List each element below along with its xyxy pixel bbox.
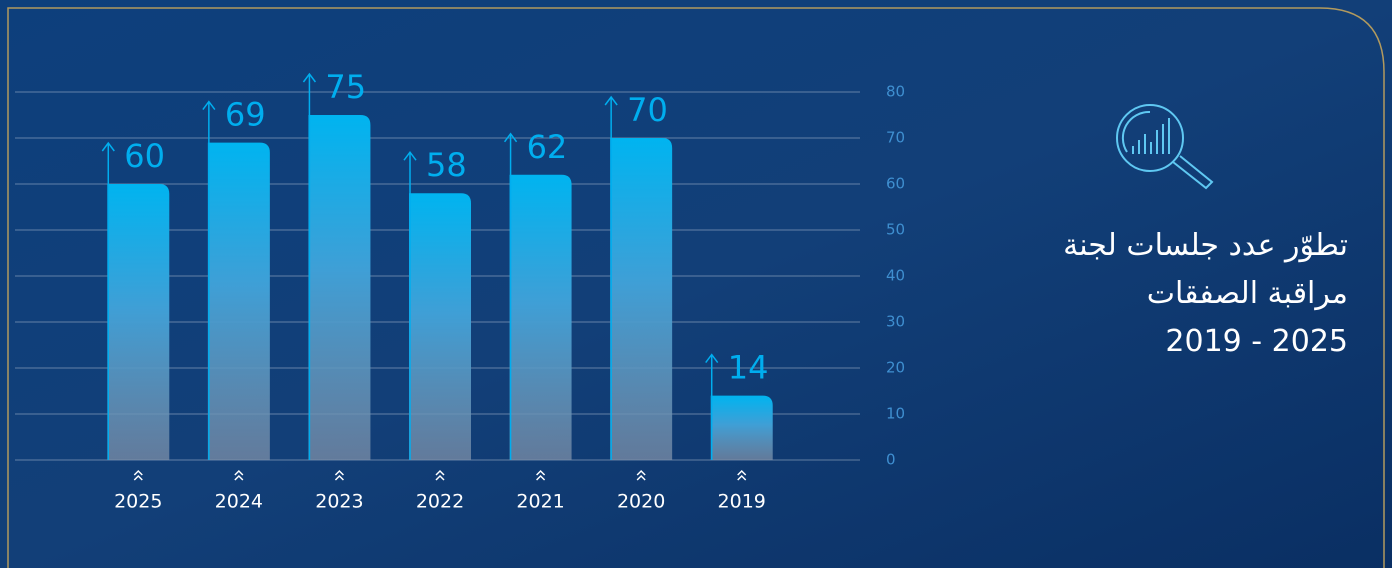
y-tick-label: 50: [886, 221, 905, 239]
value-label: 70: [627, 91, 668, 129]
x-tick-label: 2022: [416, 491, 464, 513]
y-tick-label: 40: [886, 267, 905, 285]
chevron: [334, 469, 344, 481]
chevron: [636, 469, 646, 481]
x-tick-label: 2023: [315, 491, 363, 513]
title-line: مراقبة الصفقات: [1146, 276, 1348, 311]
bar-arrowhead: [101, 141, 115, 152]
chevron: [536, 469, 546, 481]
y-tick-label: 80: [886, 83, 905, 101]
bar-arrowhead: [705, 353, 719, 364]
x-tick-label: 2025: [114, 491, 162, 513]
title-line: 2019 - 2025: [1165, 324, 1348, 359]
bar: [409, 193, 471, 460]
frame: [7, 7, 1385, 568]
y-tick-label: 30: [886, 313, 905, 331]
x-tick-label: 2020: [617, 491, 665, 513]
x-tick-label: 2024: [215, 491, 263, 513]
chevron: [133, 469, 143, 481]
value-label: 62: [527, 128, 568, 166]
bar: [107, 184, 170, 460]
y-tick-label: 70: [886, 129, 905, 147]
value-label: 69: [225, 96, 266, 134]
y-tick-label: 0: [886, 451, 896, 469]
bar: [509, 174, 572, 461]
y-tick-label: 10: [886, 405, 905, 423]
x-tick-label: 2021: [516, 491, 564, 513]
bar: [207, 142, 270, 460]
y-tick-label: 20: [886, 359, 905, 377]
search-icon: [1116, 104, 1214, 190]
title: تطوّر عدد جلسات لجنة مراقبة الصفقات 2019 -…: [1048, 222, 1348, 366]
bar-arrowhead: [604, 95, 618, 106]
bar-arrowhead: [503, 132, 518, 143]
value-label: 14: [728, 349, 769, 387]
value-label: 58: [426, 146, 467, 184]
y-tick-label: 60: [886, 175, 905, 193]
value-label: 60: [124, 137, 165, 175]
x-tick-label: 2019: [718, 491, 766, 513]
bar: [610, 138, 673, 460]
bar-arrowhead: [403, 150, 417, 161]
bar: [710, 395, 773, 460]
bar-arrowhead: [202, 100, 216, 111]
value-label: 75: [325, 68, 366, 106]
chevron: [234, 469, 244, 481]
chevron: [435, 469, 445, 481]
bar-arrowhead: [302, 72, 317, 83]
chevron: [737, 469, 747, 481]
title-line: تطوّر عدد جلسات لجنة: [1063, 228, 1348, 263]
bar: [308, 115, 371, 460]
